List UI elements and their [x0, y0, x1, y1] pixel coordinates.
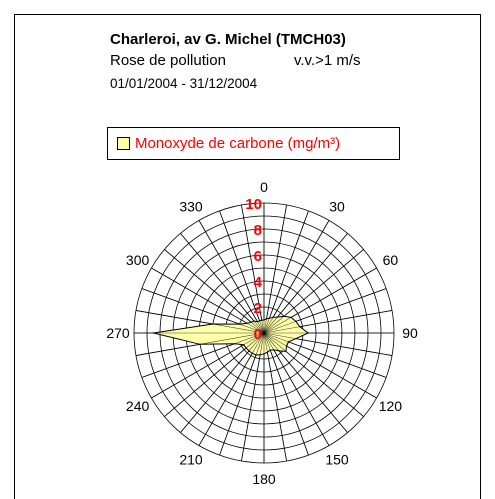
data-point [269, 349, 271, 351]
data-point [295, 320, 297, 322]
data-point [263, 319, 265, 321]
data-point [295, 338, 297, 340]
data-point [212, 323, 214, 325]
data-point [246, 322, 248, 324]
data-point [278, 350, 280, 352]
data-point [234, 343, 236, 345]
angle-label: 90 [402, 325, 418, 341]
overlay-spoke [263, 204, 287, 334]
overlay-spoke [164, 332, 265, 417]
chart-period: 01/01/2004 - 31/12/2004 [110, 76, 258, 91]
data-polygon [153, 315, 310, 356]
data-point [272, 316, 274, 318]
data-point [243, 344, 245, 346]
data-point [285, 350, 287, 352]
overlay-spoke [263, 332, 330, 446]
data-point [259, 320, 261, 322]
angle-label: 150 [325, 451, 349, 467]
overlay-spoke [263, 310, 393, 334]
overlay-spoke [263, 332, 364, 417]
legend-label: Monoxyde de carbone (mg/m³) [135, 135, 341, 152]
overlay-spoke [141, 288, 265, 334]
radial-tick-label: 0 [254, 326, 262, 343]
overlay-spoke [241, 204, 265, 334]
data-point [255, 354, 257, 356]
overlay-spoke [263, 210, 309, 334]
angle-label: 240 [126, 398, 150, 414]
data-point [245, 347, 247, 349]
data-point [266, 351, 268, 353]
overlay-spoke [219, 210, 265, 334]
chart-subtitle: Rose de pollution v.v.>1 m/s [110, 50, 430, 72]
data-point [285, 345, 288, 347]
data-point [248, 350, 250, 352]
data-point [276, 316, 278, 318]
data-point [253, 320, 255, 322]
data-point [283, 315, 285, 317]
overlay-spoke [263, 332, 387, 378]
data-point [152, 332, 155, 334]
overlay-spoke [263, 332, 287, 462]
angle-label: 330 [179, 199, 203, 215]
data-point [251, 352, 253, 354]
data-point [239, 323, 241, 325]
radial-tick-label: 8 [254, 222, 262, 239]
data-point [299, 326, 301, 328]
title-block: Charleroi, av G. Michel (TMCH03) Rose de… [110, 30, 430, 95]
angle-label: 210 [179, 451, 203, 467]
angle-label: 30 [329, 199, 345, 215]
data-point [268, 317, 270, 319]
overlay-spoke [180, 332, 265, 433]
overlay-spoke [198, 220, 265, 334]
data-point [307, 332, 309, 334]
angle-label: 300 [126, 252, 150, 268]
overlay-spoke [219, 332, 265, 456]
overlay-spoke [164, 249, 265, 334]
overlay-spoke [198, 332, 265, 446]
overlay-spoke [141, 332, 265, 378]
data-point [261, 319, 263, 321]
data-point [290, 316, 292, 318]
data-point [273, 349, 275, 351]
wind-condition: v.v.>1 m/s [294, 52, 361, 69]
overlay-spoke [263, 332, 309, 456]
data-point [265, 318, 268, 320]
angle-label: 180 [252, 471, 276, 487]
overlay-spoke [135, 310, 265, 334]
data-point [199, 343, 201, 345]
radial-tick-label: 4 [254, 274, 263, 291]
chart-title: Charleroi, av G. Michel (TMCH03) [110, 31, 346, 48]
data-point [259, 354, 261, 356]
data-point [287, 341, 289, 343]
data-point [263, 353, 265, 355]
overlay-spoke [263, 332, 377, 399]
overlay-spoke [151, 332, 265, 399]
angle-label: 120 [379, 398, 403, 414]
legend: Monoxyde de carbone (mg/m³) [107, 127, 400, 160]
overlay-spoke [263, 233, 348, 334]
radial-tick-label: 10 [245, 196, 262, 213]
overlay-spoke [263, 288, 387, 334]
angle-label: 60 [383, 252, 399, 268]
overlay-spoke [263, 332, 393, 356]
legend-swatch [117, 137, 130, 150]
overlay-spoke [180, 233, 265, 334]
angle-label: 270 [106, 325, 130, 341]
overlay-spoke [263, 249, 364, 334]
radial-tick-label: 6 [254, 248, 262, 265]
subtitle-text: Rose de pollution [110, 52, 226, 69]
overlay-spoke [151, 267, 265, 334]
overlay-spoke [263, 332, 348, 433]
data-point [250, 321, 252, 323]
angle-label: 0 [260, 179, 268, 195]
overlay-spoke [263, 220, 330, 334]
data-point [256, 321, 259, 323]
radial-tick-label: 2 [254, 300, 262, 317]
overlay-spoke [263, 267, 377, 334]
